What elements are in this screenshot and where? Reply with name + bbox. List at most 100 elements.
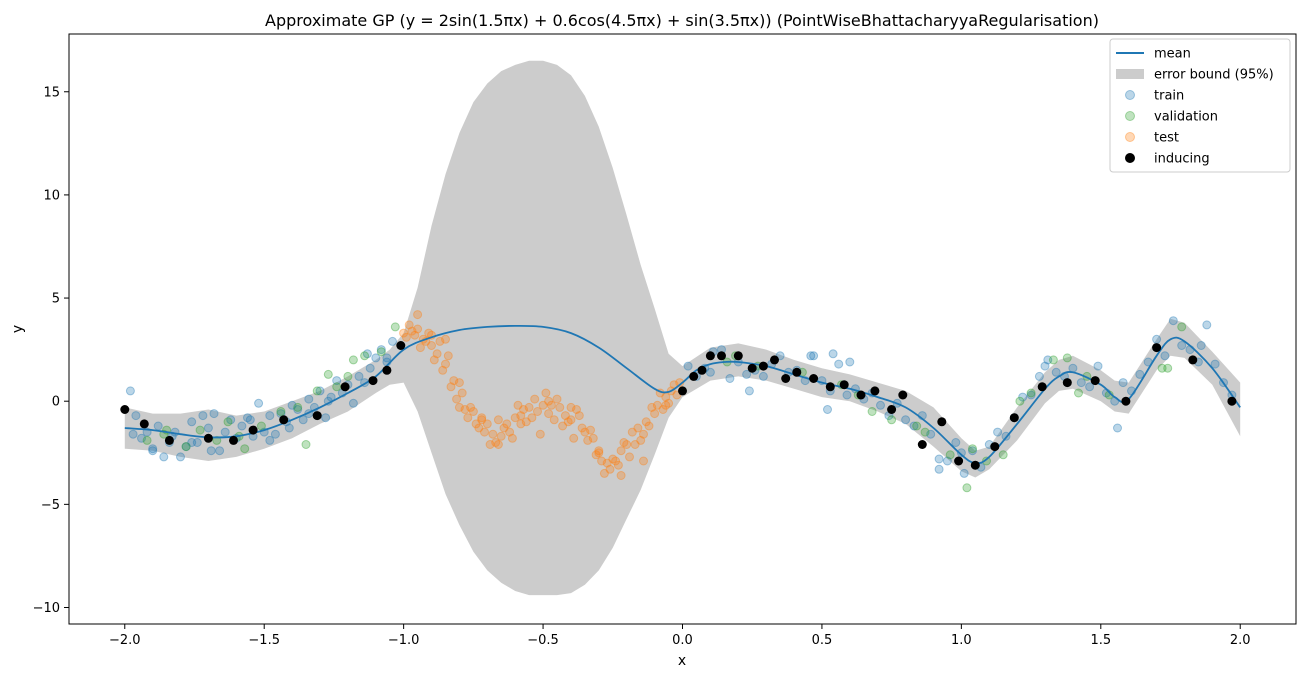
test-point	[549, 415, 559, 425]
test-point	[449, 376, 459, 386]
mean-line	[124, 324, 1241, 465]
legend-label-mean: mean	[1154, 47, 1191, 62]
validation-point	[293, 402, 303, 412]
train-point	[1026, 390, 1036, 400]
validation-point	[887, 415, 897, 425]
inducing-point	[203, 433, 213, 443]
inducing-point	[937, 417, 947, 427]
train-point	[926, 429, 936, 439]
test-point	[480, 427, 489, 437]
y-axis: −10 −5 0 5 10 15	[33, 85, 69, 616]
train-point	[203, 423, 213, 433]
inducing-point	[396, 341, 406, 350]
test-point	[605, 464, 615, 474]
train-point	[388, 336, 397, 346]
validation-point	[390, 322, 400, 332]
train-point	[315, 386, 325, 396]
inducing-point	[1037, 382, 1047, 392]
train-point	[1196, 341, 1206, 350]
train-point	[834, 359, 844, 369]
test-point	[636, 435, 646, 445]
train-point	[1034, 371, 1044, 381]
legend-validation-swatch	[1125, 111, 1135, 121]
inducing-point	[279, 415, 289, 425]
inducing-point	[887, 405, 897, 414]
legend-label-train: train	[1154, 89, 1184, 104]
test-point	[404, 320, 414, 330]
test-point	[616, 471, 626, 480]
train-point	[226, 415, 236, 425]
validation-point	[312, 386, 322, 396]
inducing-point	[120, 405, 130, 414]
train-point	[1113, 423, 1122, 433]
validation-point	[343, 371, 353, 381]
inducing-point	[312, 411, 322, 421]
validation-point	[212, 435, 222, 445]
test-point	[452, 394, 462, 404]
train-point	[1202, 320, 1212, 330]
test-point	[613, 460, 623, 470]
test-point	[432, 349, 442, 359]
train-point	[245, 415, 255, 425]
validation-point	[301, 440, 311, 449]
test-point	[652, 400, 662, 410]
test-point	[599, 468, 609, 478]
inducing-point	[1152, 343, 1162, 353]
inducing-point	[340, 382, 350, 392]
test-point	[633, 423, 643, 433]
test-point	[586, 425, 595, 435]
test-point	[493, 440, 503, 449]
validation-point	[1015, 396, 1025, 406]
validation-point	[240, 444, 250, 454]
inducing-point	[1188, 355, 1198, 365]
test-point	[482, 419, 492, 429]
test-point	[639, 456, 648, 466]
train-point	[942, 456, 952, 466]
test-point	[407, 326, 417, 336]
test-point	[594, 446, 604, 456]
test-point	[485, 440, 495, 449]
test-point	[438, 365, 448, 375]
train-point	[187, 438, 197, 447]
legend-band-swatch	[1116, 69, 1144, 79]
train-point	[1152, 334, 1162, 344]
legend-box	[1109, 38, 1291, 173]
inducing-point	[781, 374, 791, 383]
test-point	[664, 398, 674, 408]
y-tick-label: −10	[33, 601, 60, 616]
test-point	[446, 382, 456, 392]
inducing-point	[689, 371, 699, 381]
test-point	[627, 427, 637, 437]
test-point	[639, 429, 648, 439]
inducing-point	[839, 380, 849, 390]
test-point	[569, 433, 579, 443]
inducing-point	[1227, 396, 1237, 406]
test-point	[505, 427, 515, 437]
train-point	[1177, 341, 1187, 350]
test-point	[594, 448, 604, 458]
inducing-point	[1090, 376, 1100, 386]
test-point	[588, 433, 598, 443]
test-point	[516, 419, 526, 429]
train-point	[823, 405, 832, 414]
validation-point	[195, 425, 205, 435]
validation-point	[998, 450, 1008, 460]
train-point	[1160, 351, 1170, 361]
train-point	[265, 435, 275, 445]
y-tick-label: 10	[43, 188, 60, 203]
scatter-layer	[125, 310, 1237, 493]
train-point	[1085, 382, 1095, 392]
test-point	[611, 456, 621, 466]
train-point	[758, 371, 768, 381]
test-point	[535, 429, 545, 439]
test-point	[647, 402, 657, 412]
test-point	[619, 438, 629, 447]
inducing-point	[970, 460, 980, 470]
y-tick-label: 5	[52, 292, 60, 307]
test-point	[477, 415, 487, 425]
legend-label-validation: validation	[1154, 110, 1218, 125]
test-point	[401, 332, 411, 342]
test-point	[533, 407, 542, 416]
legend-test-swatch	[1125, 132, 1135, 142]
